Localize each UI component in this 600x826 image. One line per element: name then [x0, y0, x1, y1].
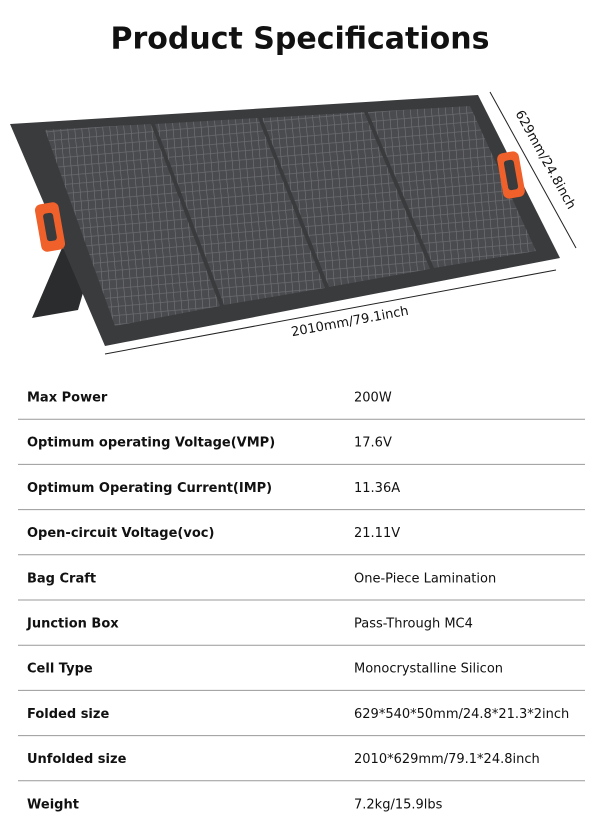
title: Product Specifications	[111, 22, 490, 57]
spec-label: Open-circuit Voltage(voc)	[27, 526, 214, 541]
spec-label: Cell Type	[27, 662, 93, 677]
width-label: 2010mm/79.1inch	[290, 304, 410, 340]
spec-label: Bag Craft	[27, 571, 96, 586]
spec-value: 2010*629mm/79.1*24.8inch	[354, 752, 540, 767]
spec-label: Unfolded size	[27, 752, 127, 767]
spec-value: 7.2kg/15.9lbs	[354, 797, 443, 812]
spec-value: 17.6V	[354, 436, 392, 451]
spec-label: Optimum Operating Current(IMP)	[27, 481, 272, 496]
spec-table: Max Power 200W Optimum operating Voltage(V…	[18, 391, 585, 812]
spec-label: Max Power	[27, 391, 108, 406]
spec-value: 200W	[354, 391, 392, 406]
spec-value: One-Piece Lamination	[354, 571, 496, 586]
spec-value: 21.11V	[354, 526, 400, 541]
spec-label: Optimum operating Voltage(VMP)	[27, 436, 275, 451]
spec-value: 629*540*50mm/24.8*21.3*2inch	[354, 707, 569, 722]
spec-value: Pass-Through MC4	[354, 617, 473, 632]
spec-value: 11.36A	[354, 481, 400, 496]
spec-label: Junction Box	[26, 617, 119, 632]
spec-value: Monocrystalline Silicon	[354, 662, 503, 677]
solar-panel-illustration	[10, 91, 577, 355]
spec-label: Weight	[27, 797, 79, 812]
spec-label: Folded size	[27, 707, 109, 722]
